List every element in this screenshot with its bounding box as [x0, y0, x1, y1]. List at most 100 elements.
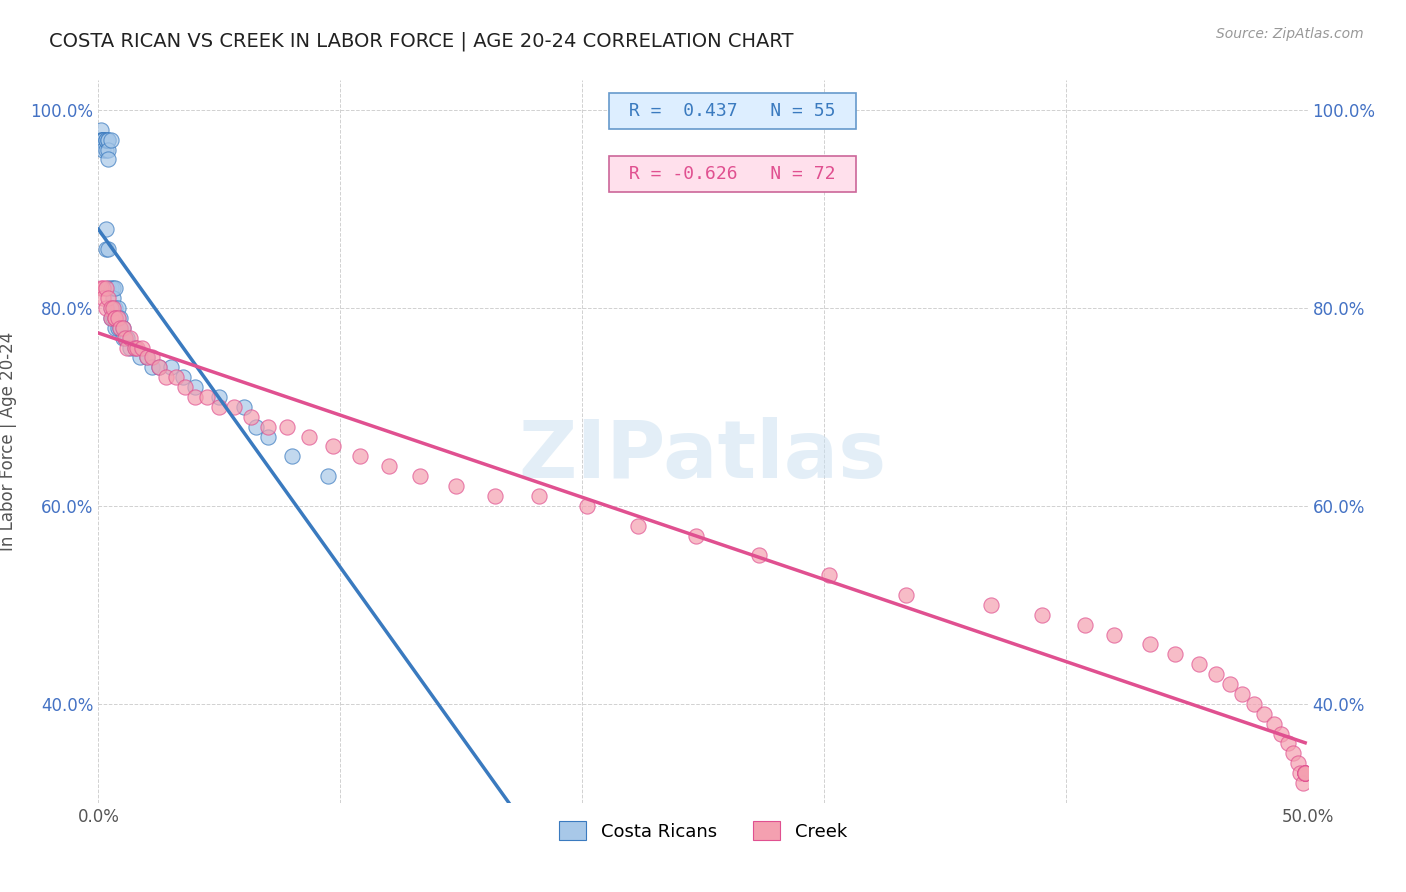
- Point: [1294, 766, 1316, 780]
- Point: [90, 133, 112, 147]
- Point: [118, 330, 141, 344]
- Point: [232, 400, 254, 414]
- Point: [127, 341, 149, 355]
- Point: [298, 429, 321, 443]
- Point: [1289, 766, 1312, 780]
- Point: [1139, 637, 1161, 651]
- Point: [1294, 766, 1316, 780]
- Point: [1219, 677, 1241, 691]
- Point: [208, 390, 231, 404]
- Point: [104, 310, 127, 325]
- Point: [108, 320, 131, 334]
- Point: [124, 341, 146, 355]
- Point: [124, 341, 146, 355]
- Point: [575, 499, 598, 513]
- Point: [118, 341, 141, 355]
- Point: [104, 310, 127, 325]
- Point: [94, 281, 117, 295]
- Point: [97, 133, 120, 147]
- Point: [101, 281, 124, 295]
- Point: [1074, 617, 1097, 632]
- Point: [1263, 716, 1285, 731]
- Point: [107, 320, 129, 334]
- Point: [1205, 667, 1227, 681]
- Point: [377, 459, 399, 474]
- Point: [281, 450, 304, 464]
- Point: [349, 450, 371, 464]
- Point: [894, 588, 917, 602]
- Point: [135, 351, 157, 365]
- Point: [748, 549, 770, 563]
- Point: [1294, 766, 1316, 780]
- Point: [256, 429, 278, 443]
- Point: [141, 360, 163, 375]
- Point: [239, 409, 262, 424]
- Point: [131, 341, 153, 355]
- Point: [1253, 706, 1275, 721]
- Point: [108, 310, 131, 325]
- Point: [91, 281, 114, 295]
- Point: [97, 143, 120, 157]
- Point: [322, 440, 344, 454]
- Point: [527, 489, 550, 503]
- Point: [91, 133, 114, 147]
- Point: [91, 133, 114, 147]
- Point: [94, 242, 117, 256]
- Point: [100, 310, 122, 325]
- Point: [446, 479, 468, 493]
- Point: [107, 310, 129, 325]
- Point: [184, 390, 207, 404]
- Point: [409, 469, 432, 483]
- Point: [91, 291, 114, 305]
- Point: [101, 291, 124, 305]
- Point: [1294, 766, 1316, 780]
- Point: [91, 133, 114, 147]
- Point: [94, 133, 117, 147]
- Point: [1292, 776, 1315, 790]
- Point: [94, 221, 117, 235]
- Point: [111, 320, 134, 334]
- Point: [1294, 766, 1316, 780]
- Point: [222, 400, 245, 414]
- Point: [97, 133, 120, 147]
- Point: [160, 360, 183, 375]
- Text: COSTA RICAN VS CREEK IN LABOR FORCE | AGE 20-24 CORRELATION CHART: COSTA RICAN VS CREEK IN LABOR FORCE | AG…: [49, 31, 794, 51]
- Point: [101, 301, 124, 315]
- Point: [184, 380, 207, 394]
- Point: [165, 370, 187, 384]
- Point: [1163, 648, 1185, 662]
- Point: [91, 133, 114, 147]
- Point: [980, 598, 1002, 612]
- Point: [97, 153, 120, 167]
- Point: [114, 330, 136, 344]
- Point: [94, 133, 117, 147]
- Point: [276, 419, 298, 434]
- Point: [101, 301, 124, 315]
- Point: [1243, 697, 1265, 711]
- Point: [90, 281, 112, 295]
- Point: [627, 518, 650, 533]
- Point: [128, 351, 150, 365]
- Point: [94, 301, 117, 315]
- Point: [100, 301, 122, 315]
- Point: [148, 360, 170, 375]
- Point: [117, 341, 139, 355]
- Point: [100, 310, 122, 325]
- Point: [1294, 766, 1316, 780]
- Point: [1286, 756, 1309, 771]
- Point: [148, 360, 170, 375]
- Point: [107, 301, 129, 315]
- Point: [108, 320, 131, 334]
- Point: [1031, 607, 1053, 622]
- Point: [100, 133, 122, 147]
- Y-axis label: In Labor Force | Age 20-24: In Labor Force | Age 20-24: [0, 332, 17, 551]
- Point: [1282, 747, 1305, 761]
- Point: [316, 469, 339, 483]
- Point: [155, 370, 177, 384]
- Point: [104, 310, 127, 325]
- Point: [135, 351, 157, 365]
- Point: [245, 419, 267, 434]
- Point: [208, 400, 231, 414]
- Point: [97, 281, 120, 295]
- Point: [484, 489, 506, 503]
